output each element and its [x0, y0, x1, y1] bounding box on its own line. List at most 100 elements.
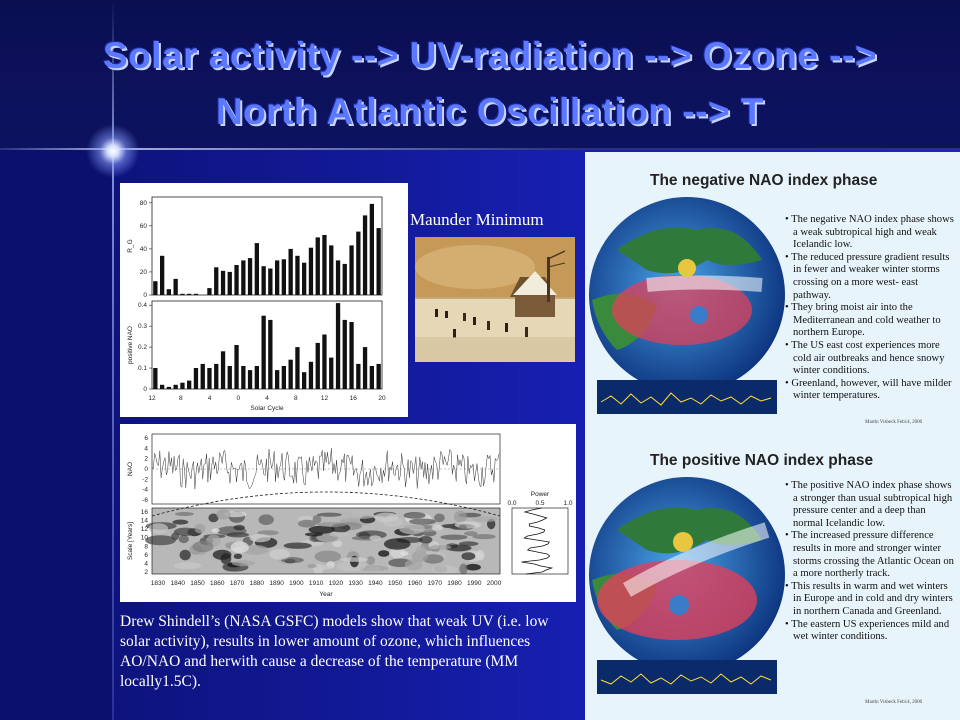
power-frame: [511, 507, 569, 575]
winter-landscape-painting: [415, 237, 575, 362]
wavelet-blob: [343, 513, 375, 519]
y-axis-label: R_G: [127, 239, 134, 252]
bar: [356, 363, 361, 389]
bar: [187, 293, 192, 295]
wavelet-blob: [179, 549, 191, 561]
x-axis-label: Solar Cycle: [250, 405, 284, 412]
bar: [268, 319, 273, 389]
bar: [214, 267, 219, 295]
bar: [362, 215, 368, 295]
wavelet-blob: [211, 528, 220, 533]
power-spectrum-line: [521, 507, 554, 575]
y-tick-label: 6: [144, 435, 148, 442]
plot-frame: [151, 300, 383, 390]
wavelet-blob: [257, 530, 279, 536]
bar: [247, 370, 253, 389]
y-tick-label: 0.3: [138, 323, 147, 330]
title-line-1: Solar activity --> UV-radiation --> Ozon…: [103, 35, 877, 76]
bar: [369, 366, 374, 389]
wavelet-blob: [329, 532, 350, 537]
title-line-2: North Atlantic Oscillation --> T: [215, 91, 765, 132]
bar: [268, 268, 273, 295]
wavelet-blob: [404, 559, 423, 571]
bullet-item: • This results in warm and wet winters i…: [785, 580, 953, 617]
wavelet-blob: [314, 550, 342, 563]
negative-phase-globe-map: [589, 197, 785, 414]
scale-tick-label: 2: [144, 569, 148, 576]
wavelet-blob: [220, 553, 232, 565]
bar: [220, 270, 226, 295]
bar: [241, 260, 246, 295]
wavelet-blob: [341, 557, 369, 562]
wavelet-blob: [472, 534, 496, 540]
bar: [241, 366, 246, 389]
painting-caption: Maunder Minimum: [410, 210, 544, 229]
wavelet-blob: [317, 512, 342, 517]
wavelet-blob: [475, 549, 485, 561]
x-tick-label: 1930: [348, 580, 363, 587]
wavelet-blob: [409, 518, 436, 525]
nao-phase-figure: The negative NAO index phase • The negat…: [585, 152, 960, 720]
wavelet-frame: [151, 507, 501, 575]
slide-title: Solar activity --> UV-radiation --> Ozon…: [40, 28, 940, 140]
wavelet-blob: [208, 513, 219, 523]
wavelet-blob: [459, 563, 468, 575]
scale-tick-label: 10: [141, 535, 149, 542]
bar: [356, 231, 361, 295]
scale-tick-label: 4: [144, 560, 148, 567]
bar: [261, 266, 266, 295]
bullet-item: • The reduced pressure gradient results …: [785, 251, 950, 301]
left-stripe: [0, 150, 112, 720]
wavelet-blob: [178, 535, 189, 544]
bar: [261, 315, 266, 389]
maunder-minimum-painting: [415, 237, 575, 362]
wavelet-blob: [233, 524, 245, 531]
lens-flare-vertical: [112, 0, 114, 720]
bar: [322, 334, 327, 389]
wavelet-blob: [173, 562, 202, 570]
x-tick-label: 0: [236, 395, 240, 402]
wavelet-blob: [258, 514, 274, 525]
positive-phase-bullets: • The positive NAO index phase shows a s…: [785, 480, 957, 644]
bar: [281, 259, 286, 295]
wavelet-blob: [419, 536, 433, 544]
bullet-item: • The eastern US experiences mild and we…: [785, 618, 950, 643]
x-tick-label: 8: [179, 395, 183, 402]
scale-tick-label: 16: [141, 509, 149, 516]
scale-axis-label: Scale [Years]: [127, 522, 134, 560]
bar: [302, 372, 307, 389]
wavelet-blob: [173, 527, 197, 536]
bar: [180, 382, 185, 389]
bullet-item: • The positive NAO index phase shows a s…: [785, 480, 953, 529]
x-tick-label: 4: [265, 395, 269, 402]
wavelet-blob: [358, 565, 389, 571]
y-tick-label: 0.1: [138, 365, 147, 372]
bar: [234, 265, 239, 295]
power-tick-label: 0.5: [535, 500, 544, 507]
x-tick-label: 12: [321, 395, 329, 402]
x-tick-label: 1840: [171, 580, 186, 587]
scale-tick-label: 12: [141, 526, 149, 533]
bar: [342, 319, 347, 389]
y-axis-label: NAO: [127, 462, 134, 476]
y-tick-label: -2: [142, 476, 148, 483]
solar-nao-bar-chart: 0 20 40 60 80 R_G 0 0.1 0.2 0.3 0.4 positive NAO 12 8…: [120, 183, 408, 417]
plot-frame: [151, 196, 383, 296]
y-tick-label: 20: [140, 269, 148, 276]
bullet-item: • They bring moist air into the Mediterr…: [785, 302, 941, 339]
wavelet-blob: [465, 563, 481, 571]
wavelet-blob: [454, 521, 482, 529]
bar: [329, 357, 334, 389]
y-axis-label: positive NAO: [127, 326, 134, 364]
wavelet-blob: [399, 522, 425, 535]
x-tick-label: 2000: [487, 580, 502, 587]
bar: [153, 368, 158, 389]
wavelet-blob: [280, 557, 304, 564]
bullet-item: • The negative NAO index phase shows a w…: [785, 214, 954, 251]
y-tick-label: 0.4: [138, 302, 147, 309]
x-tick-label: 1830: [151, 580, 166, 587]
wavelet-blob: [369, 535, 382, 541]
power-tick-label: 0.0: [507, 500, 516, 507]
